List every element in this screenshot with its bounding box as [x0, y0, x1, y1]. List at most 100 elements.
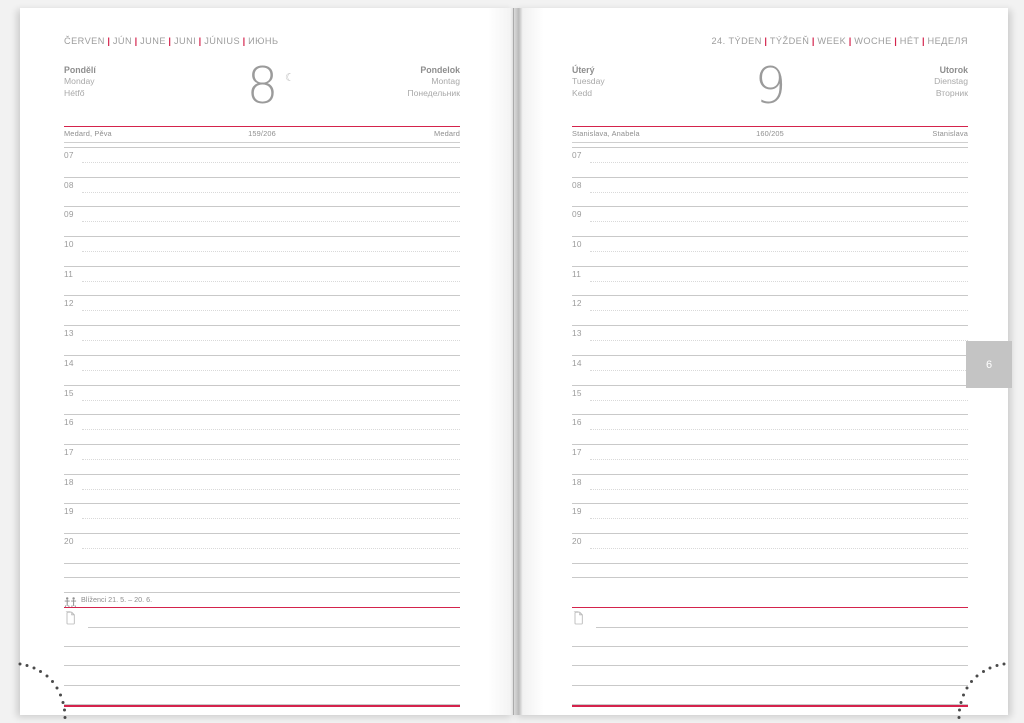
- hour-row[interactable]: 15: [572, 384, 968, 415]
- note-line[interactable]: [64, 666, 460, 686]
- note-line[interactable]: [572, 686, 968, 706]
- right-day-number: 9: [754, 57, 787, 115]
- half-hour-rule: [590, 221, 968, 223]
- hour-row[interactable]: 17: [572, 443, 968, 474]
- hour-rule: [64, 473, 460, 475]
- rule: [572, 646, 968, 648]
- strip-separator: |: [198, 36, 202, 46]
- accent-rule-bottom: [572, 705, 968, 707]
- hour-rule: [64, 414, 460, 416]
- half-hour-rule: [82, 251, 460, 253]
- hour-row[interactable]: 07: [64, 147, 460, 177]
- half-hour-rule: [82, 310, 460, 312]
- hour-row[interactable]: 16: [64, 414, 460, 444]
- hour-rule: [572, 503, 968, 505]
- half-hour-rule: [590, 369, 968, 371]
- hour-rule: [572, 443, 968, 445]
- hour-row[interactable]: 18: [572, 473, 968, 504]
- hour-label: 12: [64, 298, 74, 309]
- day-name-hu: Kedd: [572, 87, 593, 98]
- half-hour-rule: [82, 340, 460, 342]
- gemini-icon: [64, 597, 77, 608]
- hour-row[interactable]: 10: [572, 236, 968, 266]
- half-hour-rule: [82, 162, 460, 163]
- hour-row[interactable]: 13: [64, 325, 460, 355]
- day-name-en: Monday: [64, 76, 95, 87]
- left-day-names-local: Pondělí Monday Hétfő: [64, 65, 96, 99]
- hour-row[interactable]: 09: [64, 206, 460, 236]
- half-hour-rule: [82, 458, 460, 460]
- perforation-corner-left: [18, 662, 67, 719]
- note-line[interactable]: [64, 647, 460, 667]
- hour-row[interactable]: 11: [572, 265, 968, 296]
- strip-word: WEEK: [817, 36, 847, 46]
- document-icon: [573, 611, 583, 625]
- hour-rule: [64, 295, 460, 297]
- note-line[interactable]: [64, 628, 460, 648]
- strip-separator: |: [894, 36, 898, 46]
- half-hour-rule: [590, 191, 968, 193]
- blank-ruled-row[interactable]: [572, 562, 968, 578]
- day-name-en: Tuesday: [572, 76, 605, 87]
- hour-row[interactable]: 17: [64, 443, 460, 474]
- blank-ruled-row[interactable]: [572, 577, 968, 592]
- day-name-cs: Úterý: [572, 65, 595, 75]
- hour-row[interactable]: 12: [64, 295, 460, 325]
- hour-row[interactable]: 15: [64, 384, 460, 415]
- hour-row[interactable]: 09: [572, 206, 968, 236]
- accent-rule: [572, 606, 968, 609]
- note-line[interactable]: [572, 666, 968, 686]
- hour-row[interactable]: 19: [572, 503, 968, 533]
- right-day-names-local: Úterý Tuesday Kedd: [572, 65, 605, 99]
- hour-label: 17: [572, 446, 582, 457]
- zodiac-label: Blíženci 21. 5. – 20. 6.: [81, 594, 153, 604]
- strip-word: JUNE: [140, 36, 166, 46]
- blank-ruled-row[interactable]: [64, 562, 460, 578]
- zodiac-row: Blíženci 21. 5. – 20. 6.: [64, 591, 460, 608]
- hour-row[interactable]: 14: [572, 354, 968, 385]
- left-page-content: ČERVEN | JÚN | JUNE | JUNI | JÚNIUS | ИЮНЬ Pondělí…: [64, 8, 460, 715]
- left-day-names-foreign: Pondelok Montag Понедельник: [407, 65, 460, 99]
- hour-rule: [572, 236, 968, 238]
- right-page: 24. TÝDEN | TÝŽDEŇ | WEEK | WOCHE | HÉT | НЕДЕЛЯ Ú…: [514, 8, 1008, 715]
- hour-row[interactable]: 12: [572, 295, 968, 325]
- hour-row[interactable]: 08: [572, 176, 968, 207]
- hour-row[interactable]: 08: [64, 176, 460, 207]
- spacer: [572, 592, 968, 607]
- hour-rule: [64, 265, 460, 267]
- note-line[interactable]: [572, 628, 968, 648]
- hour-label: 20: [64, 535, 74, 546]
- half-hour-rule: [590, 429, 968, 431]
- hour-label: 07: [572, 150, 582, 160]
- hour-label: 18: [64, 476, 74, 487]
- hour-row[interactable]: 20: [572, 532, 968, 563]
- hour-label: 16: [572, 417, 582, 428]
- rule: [572, 684, 968, 686]
- hour-row[interactable]: 10: [64, 236, 460, 266]
- hour-row[interactable]: 16: [572, 414, 968, 444]
- hour-row[interactable]: 18: [64, 473, 460, 504]
- strip-separator: |: [242, 36, 246, 46]
- month-tab-6[interactable]: 6: [966, 341, 1012, 388]
- left-nameday-bar: Medard, Pěva 159/206 Medard: [64, 126, 460, 144]
- right-tail-section: [572, 562, 968, 707]
- week-language-strip: 24. TÝDEN | TÝŽDEŇ | WEEK | WOCHE | HÉT | НЕДЕЛЯ: [572, 36, 968, 50]
- note-line[interactable]: [572, 647, 968, 667]
- hour-row[interactable]: 19: [64, 503, 460, 533]
- hour-rule: [64, 443, 460, 445]
- day-name-sk: Pondelok: [420, 65, 460, 75]
- hour-row[interactable]: 14: [64, 354, 460, 385]
- document-icon: [65, 611, 75, 625]
- hour-row[interactable]: 07: [572, 147, 968, 177]
- hour-label: 08: [64, 179, 74, 190]
- hour-row[interactable]: 20: [64, 532, 460, 563]
- note-line[interactable]: [64, 686, 460, 706]
- note-line[interactable]: [572, 608, 968, 628]
- hour-row[interactable]: 11: [64, 265, 460, 296]
- blank-ruled-row[interactable]: [64, 577, 460, 592]
- note-line[interactable]: [64, 608, 460, 628]
- half-hour-rule: [82, 399, 460, 401]
- hour-row[interactable]: 13: [572, 325, 968, 355]
- divider: [64, 142, 460, 144]
